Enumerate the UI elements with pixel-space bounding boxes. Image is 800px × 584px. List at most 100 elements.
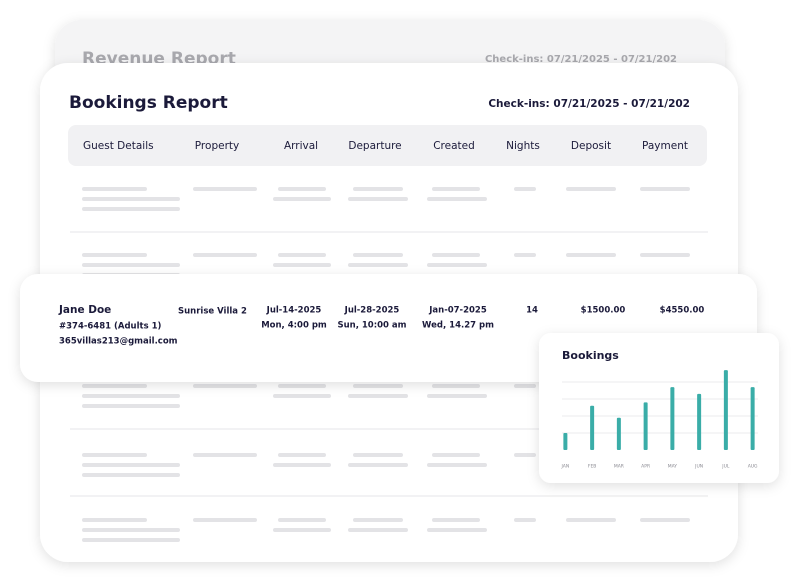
skeleton-line — [432, 453, 480, 457]
skeleton-line — [348, 528, 408, 532]
skeleton-line — [278, 187, 326, 191]
column-header: Payment — [642, 140, 688, 152]
skeleton-line — [82, 394, 180, 398]
skeleton-line — [427, 394, 487, 398]
skeleton-line — [353, 253, 403, 257]
skeleton-line — [427, 263, 487, 267]
skeleton-line — [514, 253, 536, 257]
skeleton-line — [566, 518, 616, 522]
skeleton-line — [427, 463, 487, 467]
bar — [616, 417, 621, 450]
skeleton-line — [82, 528, 180, 532]
skeleton-line — [193, 453, 257, 457]
skeleton-line — [82, 197, 180, 201]
skeleton-line — [427, 528, 487, 532]
bar — [723, 370, 728, 450]
column-header: Created — [433, 140, 475, 152]
nights: 14 — [526, 306, 538, 316]
column-header: Property — [195, 140, 239, 152]
chart-title: Bookings — [562, 349, 619, 362]
skeleton-line — [82, 404, 180, 408]
created-time: Wed, 14.27 pm — [422, 321, 494, 331]
skeleton-line — [514, 518, 536, 522]
skeleton-line — [348, 197, 408, 201]
skeleton-line — [273, 463, 331, 467]
column-header: Arrival — [284, 140, 318, 152]
skeleton-line — [273, 263, 331, 267]
skeleton-line — [432, 253, 480, 257]
skeleton-line — [82, 187, 147, 191]
guest-email: 365villas213@gmail.com — [59, 337, 178, 347]
x-tick-label: APR — [641, 464, 650, 470]
skeleton-line — [566, 253, 616, 257]
property: Sunrise Villa 2 — [178, 307, 247, 317]
report-title: Bookings Report — [69, 93, 228, 113]
payment: $4550.00 — [660, 306, 705, 316]
bar — [670, 387, 675, 450]
departure-date: Jul-28-2025 — [344, 306, 400, 316]
skeleton-line — [353, 187, 403, 191]
skeleton-line — [514, 453, 536, 457]
skeleton-line — [432, 518, 480, 522]
bar — [697, 393, 702, 450]
skeleton-line — [273, 528, 331, 532]
skeleton-line — [82, 253, 147, 257]
skeleton-line — [640, 518, 690, 522]
skeleton-line — [640, 253, 690, 257]
bar — [643, 402, 648, 450]
x-tick-label: JAN — [561, 464, 570, 470]
skeleton-line — [82, 538, 180, 542]
column-header: Guest Details — [83, 140, 154, 152]
created-date: Jan-07-2025 — [428, 306, 487, 316]
skeleton-line — [348, 463, 408, 467]
skeleton-line — [193, 187, 257, 191]
departure-time: Sun, 10:00 am — [337, 321, 406, 331]
skeleton-line — [278, 384, 326, 388]
skeleton-line — [82, 384, 147, 388]
arrival-date: Jul-14-2025 — [266, 306, 322, 316]
x-tick-label: JUL — [721, 464, 730, 470]
back-checkins: Check-ins: 07/21/2025 - 07/21/202 — [485, 54, 677, 65]
skeleton-line — [273, 197, 331, 201]
skeleton-line — [82, 207, 180, 211]
skeleton-line — [82, 473, 180, 477]
deposit: $1500.00 — [581, 306, 626, 316]
guest-name: Jane Doe — [58, 304, 111, 316]
skeleton-line — [640, 187, 690, 191]
skeleton-line — [353, 453, 403, 457]
column-header: Departure — [348, 140, 401, 152]
x-tick-label: AUG — [748, 464, 758, 470]
bar — [590, 405, 595, 450]
skeleton-line — [273, 394, 331, 398]
guest-id: #374-6481 (Adults 1) — [59, 322, 162, 332]
skeleton-line — [348, 394, 408, 398]
skeleton-line — [278, 453, 326, 457]
skeleton-line — [193, 253, 257, 257]
table-header — [68, 125, 707, 166]
column-header: Deposit — [571, 140, 611, 152]
column-header: Nights — [506, 140, 540, 152]
skeleton-line — [427, 197, 487, 201]
skeleton-line — [432, 187, 480, 191]
arrival-time: Mon, 4:00 pm — [261, 321, 327, 331]
skeleton-line — [193, 518, 257, 522]
skeleton-line — [278, 253, 326, 257]
skeleton-line — [82, 263, 180, 267]
skeleton-line — [566, 187, 616, 191]
x-tick-label: MAY — [668, 464, 678, 470]
skeleton-line — [432, 384, 480, 388]
skeleton-line — [353, 518, 403, 522]
skeleton-line — [514, 187, 536, 191]
skeleton-line — [348, 263, 408, 267]
skeleton-line — [82, 518, 147, 522]
x-tick-label: MAR — [614, 464, 624, 470]
report-checkins: Check-ins: 07/21/2025 - 07/21/202 — [488, 98, 690, 110]
x-tick-label: JUN — [694, 464, 703, 470]
skeleton-line — [278, 518, 326, 522]
chart-card — [539, 333, 779, 483]
skeleton-line — [82, 453, 147, 457]
skeleton-line — [193, 384, 257, 388]
bar — [563, 433, 568, 450]
